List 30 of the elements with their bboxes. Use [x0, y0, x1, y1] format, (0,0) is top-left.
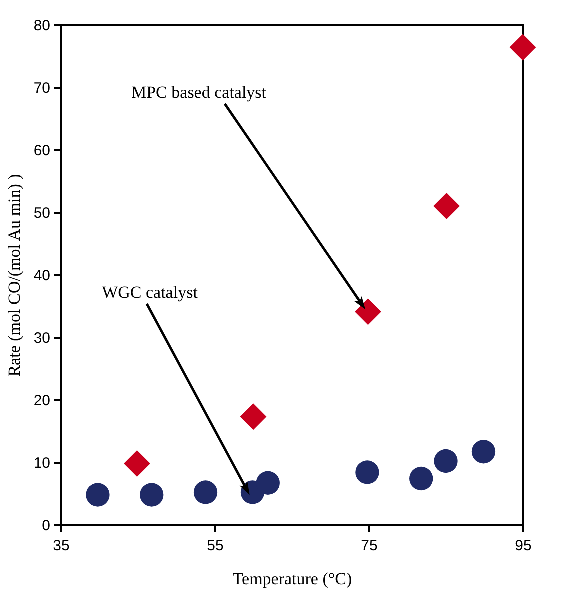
point: [434, 449, 458, 474]
point: [256, 471, 280, 495]
y-tick-label: 40: [34, 268, 50, 284]
x-tick-label: 95: [515, 538, 532, 554]
x-tick-label: 75: [361, 538, 378, 554]
point: [410, 466, 434, 491]
point: [86, 483, 110, 507]
point: [140, 483, 164, 507]
y-tick-label: 50: [34, 205, 50, 222]
y-tick-label: 0: [42, 518, 50, 534]
x-tick-label: 55: [207, 538, 224, 554]
x-tick-label: 35: [53, 538, 70, 554]
point: [510, 34, 536, 61]
y-axis-title: Rate (mol CO/(mol Au min) ): [4, 174, 24, 377]
y-tick-label: 30: [34, 330, 50, 347]
point: [355, 298, 382, 326]
point: [124, 450, 150, 477]
x-axis-title: Temperature (°C): [232, 570, 352, 588]
y-tick-label: 60: [34, 142, 50, 160]
annotation: MPC based catalyst: [131, 83, 267, 102]
point: [356, 460, 380, 484]
y-tick-label: 20: [34, 392, 50, 410]
point: [240, 404, 267, 430]
annotation: WGC catalyst: [102, 283, 198, 302]
point: [194, 480, 218, 504]
y-tick-label: 80: [34, 18, 50, 34]
point: [472, 440, 496, 464]
y-tick-label: 10: [34, 455, 50, 472]
point: [434, 193, 460, 220]
y-tick-label: 70: [34, 80, 50, 97]
